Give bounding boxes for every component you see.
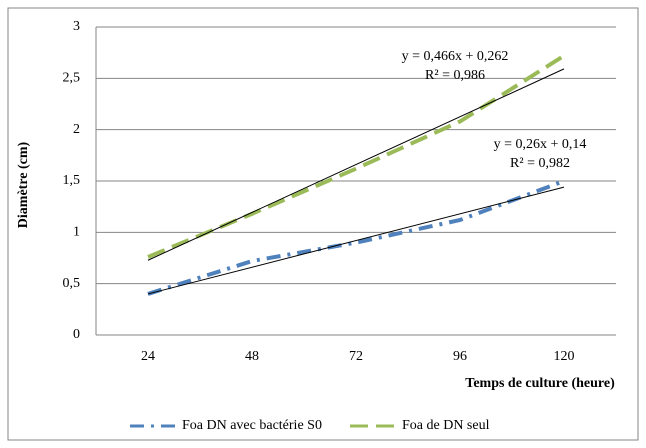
trendline-equation: y = 0,26x + 0,14 xyxy=(494,137,587,152)
trendline-equation: y = 0,466x + 0,262 xyxy=(402,49,509,64)
x-tick-label: 24 xyxy=(141,349,155,364)
x-tick-label: 48 xyxy=(245,349,259,364)
x-tick-label: 120 xyxy=(554,349,575,364)
trendline xyxy=(147,68,565,261)
trendline-r2: R² = 0,986 xyxy=(425,68,485,83)
x-tick-label: 72 xyxy=(349,349,363,364)
trendline xyxy=(147,186,565,295)
x-tick-label: 96 xyxy=(453,349,467,364)
y-tick-label: 1 xyxy=(73,225,80,240)
legend-label: Foa de DN seul xyxy=(402,418,490,433)
y-tick-label: 2 xyxy=(73,122,80,137)
y-axis-title: Diamètre (cm) xyxy=(16,141,31,228)
chart-border xyxy=(7,7,639,441)
x-axis-title: Temps de culture (heure) xyxy=(465,376,615,391)
y-tick-label: 0,5 xyxy=(63,276,81,291)
y-tick-label: 2,5 xyxy=(63,71,81,86)
data-line xyxy=(147,179,565,296)
y-tick-label: 1,5 xyxy=(63,173,81,188)
legend-label: Foa DN avec bactérie S0 xyxy=(182,418,322,433)
trendline-r2: R² = 0,982 xyxy=(510,156,570,171)
y-tick-label: 3 xyxy=(73,19,80,34)
y-tick-label: 0 xyxy=(73,327,80,342)
data-line xyxy=(147,54,566,259)
